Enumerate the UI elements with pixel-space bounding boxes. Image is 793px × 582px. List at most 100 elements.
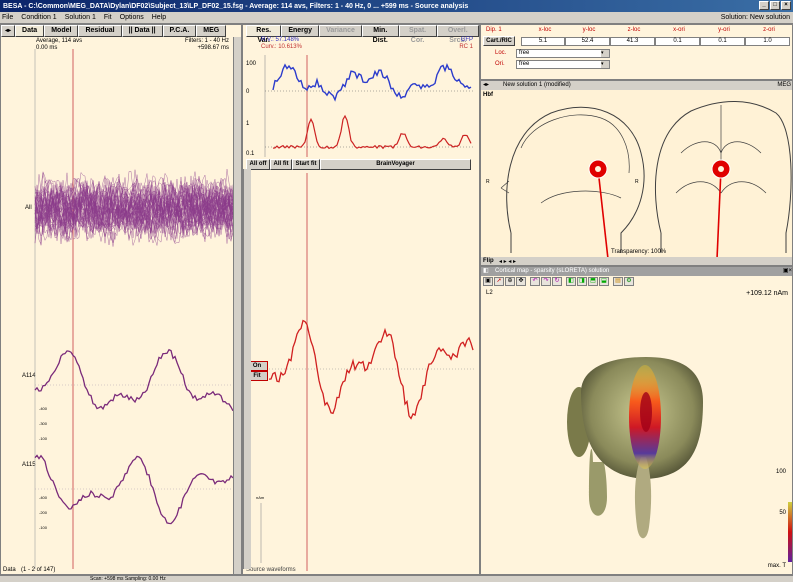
tab-res-var[interactable]: Res. Var. <box>246 25 282 44</box>
tab-model[interactable]: Model <box>44 25 79 37</box>
panel-nav-icon[interactable]: ◂▸ <box>483 82 490 88</box>
close-button[interactable]: × <box>781 1 791 10</box>
data-panel: ◂▸ Data Model Residual || Data || P.C.A.… <box>0 24 242 575</box>
trace-a114 <box>34 348 234 412</box>
color-scale-icon[interactable]: ▤ <box>613 277 623 286</box>
tab-min-dist[interactable]: Min. Dist. <box>361 25 399 44</box>
dipole-orientation-sagittal <box>597 168 609 259</box>
y-ori-field[interactable]: 0.1 <box>700 37 745 46</box>
x-ori-field[interactable]: 0.1 <box>655 37 700 46</box>
source-waveform-plot[interactable] <box>243 173 480 571</box>
eeg-waveforms-plot[interactable] <box>1 49 234 569</box>
pan-icon[interactable]: ✥ <box>516 277 526 286</box>
minimize-button[interactable]: _ <box>759 1 769 10</box>
header-y-loc: y-loc <box>582 27 596 33</box>
zoom-icon[interactable]: ⊕ <box>505 277 515 286</box>
scale-max-label: max. T <box>767 563 786 569</box>
curv-axis-1: 1 <box>246 121 250 127</box>
view-left-icon[interactable]: ◧ <box>566 277 576 286</box>
tick-a114-1: -300 <box>39 421 48 426</box>
chevron-down-icon[interactable]: ▾ <box>601 61 609 68</box>
view-bottom-icon[interactable]: ⬓ <box>599 277 609 286</box>
dipole-orientation-coronal <box>716 168 722 259</box>
tab-spat-cor[interactable]: Spat. Cor. <box>398 25 437 44</box>
loc-select[interactable]: free ▾ <box>516 49 610 58</box>
gfp-label: GFP <box>460 37 473 43</box>
window-title: BESA - C:\Common\MEG_DATA\Dylan\DF02\Sub… <box>3 2 469 10</box>
source-vertical-scrollbar[interactable] <box>243 169 251 569</box>
rv-axis-0: 0 <box>246 89 250 95</box>
coronal-head-outline <box>654 101 792 253</box>
butterfly-trace <box>34 182 234 235</box>
tab-energy[interactable]: Energy <box>281 25 320 37</box>
menu-condition[interactable]: Condition 1 <box>21 14 57 21</box>
head-view-toolbar: Flip ◂ ▸ ◂ ▸ <box>481 257 792 265</box>
all-off-button[interactable]: All off <box>246 159 270 170</box>
tick-a115-0: -400 <box>39 495 48 500</box>
view-right-icon[interactable]: ◨ <box>577 277 587 286</box>
tick-a115-2: -100 <box>39 525 48 530</box>
tab-meg[interactable]: MEG <box>196 25 227 37</box>
menu-options[interactable]: Options <box>119 14 144 21</box>
cortical-brain-render[interactable] <box>481 297 793 573</box>
flip-button[interactable]: Flip <box>483 258 494 264</box>
data-vertical-scrollbar[interactable] <box>233 37 241 574</box>
menu-file[interactable]: File <box>2 14 14 21</box>
source-panel: Res. Var. Energy Variance Min. Dist. Spa… <box>242 24 480 575</box>
tab-residual[interactable]: Residual <box>78 25 122 37</box>
scale-unit-label: nAm <box>256 495 265 500</box>
channel-label-a114: A114 <box>22 373 36 379</box>
reset-view-icon[interactable]: ↻ <box>552 277 562 286</box>
start-fit-button[interactable]: Start fit <box>292 159 320 170</box>
y-loc-field[interactable]: 52.4 <box>565 37 610 46</box>
camera-icon[interactable]: ▣ <box>483 277 493 286</box>
settings-icon[interactable]: ⚙ <box>624 277 634 286</box>
cart-ric-button[interactable]: Cart./RIC <box>483 36 515 46</box>
window-title-bar: BESA - C:\Common\MEG_DATA\Dylan\DF02\Sub… <box>0 0 793 12</box>
average-label: Average, 114 avs <box>36 38 83 44</box>
select-arrow-icon[interactable]: ➚ <box>494 277 504 286</box>
tab-pca[interactable]: P.C.A. <box>162 25 197 37</box>
maximize-button[interactable]: □ <box>770 1 780 10</box>
chevron-down-icon[interactable]: ▾ <box>601 50 609 57</box>
tab-data-norm[interactable]: || Data || <box>121 25 163 37</box>
rotate-right-icon[interactable]: ↷ <box>541 277 551 286</box>
z-loc-field[interactable]: 41.3 <box>610 37 655 46</box>
butterfly-trace <box>34 172 234 230</box>
menu-help[interactable]: Help <box>151 14 167 21</box>
close-icon[interactable]: ▣× <box>782 268 792 274</box>
butterfly-traces <box>34 169 234 247</box>
menu-fit[interactable]: Fit <box>103 14 112 21</box>
fit-criteria-plot[interactable] <box>243 55 480 157</box>
curvature-trace <box>272 114 472 150</box>
transparency-label: Transparency: 100% <box>611 249 667 255</box>
view-top-icon[interactable]: ⬒ <box>588 277 598 286</box>
cortical-map-panel: ◧ Cortical map - sparsity (sLORETA) solu… <box>480 266 793 575</box>
tab-overl-srcs[interactable]: Overl. Srcs. <box>436 25 479 44</box>
all-fit-button[interactable]: All fit <box>270 159 292 170</box>
z-ori-field[interactable]: 1.0 <box>745 37 790 46</box>
brainvoyager-button[interactable]: BrainVoyager <box>320 159 471 170</box>
start-time-label: 0.00 ms <box>36 45 58 51</box>
scale-50-label: 50 <box>779 510 786 516</box>
fit-criteria-tabs: Res. Var. Energy Variance Min. Dist. Spa… <box>246 25 479 44</box>
rotate-left-icon[interactable]: ↶ <box>530 277 540 286</box>
meg-label: MEG <box>777 82 791 88</box>
svg-text:R: R <box>486 179 490 185</box>
channel-label-all: All <box>25 205 32 211</box>
head-schematic[interactable]: R R <box>481 93 793 259</box>
menu-solution[interactable]: Solution 1 <box>64 14 96 21</box>
tab-data[interactable]: Data <box>15 25 45 37</box>
channel-label-a115: A115 <box>22 462 36 468</box>
butterfly-trace <box>34 182 234 237</box>
panel-nav-icon[interactable]: ◂▸ <box>1 25 16 37</box>
view-arrows-icon[interactable]: ◂ ▸ ◂ ▸ <box>499 259 517 265</box>
svg-text:R: R <box>635 179 639 185</box>
solution-name-label: Solution: New solution <box>720 14 790 21</box>
curv-axis-01: 0.1 <box>246 151 255 157</box>
source-waveforms-label: Source waveforms <box>246 567 296 573</box>
tab-variance[interactable]: Variance <box>319 25 362 37</box>
ori-select[interactable]: free ▾ <box>516 60 610 69</box>
x-loc-field[interactable]: 5.1 <box>521 37 565 46</box>
tick-a114-0: -400 <box>39 406 48 411</box>
